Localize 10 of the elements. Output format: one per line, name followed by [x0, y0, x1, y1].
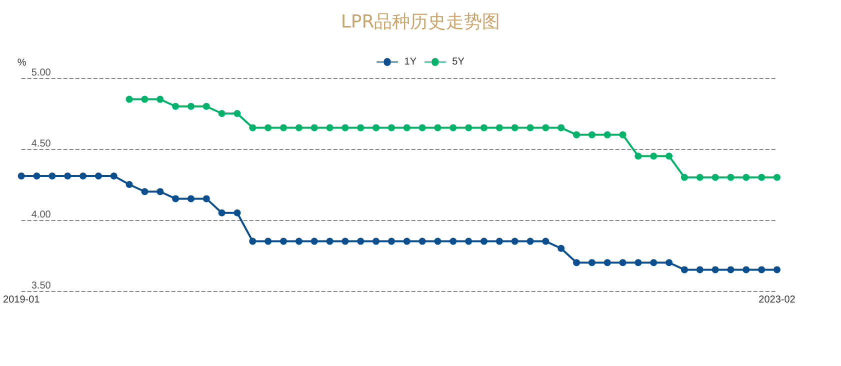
legend-label: 1Y	[404, 56, 417, 68]
x-tick-label: 2023-02	[758, 294, 796, 306]
x-tick-label: 2019-01	[3, 294, 40, 306]
y-tick-label: 4.50	[31, 138, 52, 150]
chart-title: LPR品种历史走势图	[340, 12, 500, 32]
y-tick-label: 5.00	[31, 68, 52, 78]
y-tick-label: 4.00	[31, 210, 52, 220]
legend-label: 5Y	[452, 56, 465, 68]
y-axis-title: %	[17, 58, 26, 69]
y-tick-label: 3.50	[31, 280, 52, 292]
